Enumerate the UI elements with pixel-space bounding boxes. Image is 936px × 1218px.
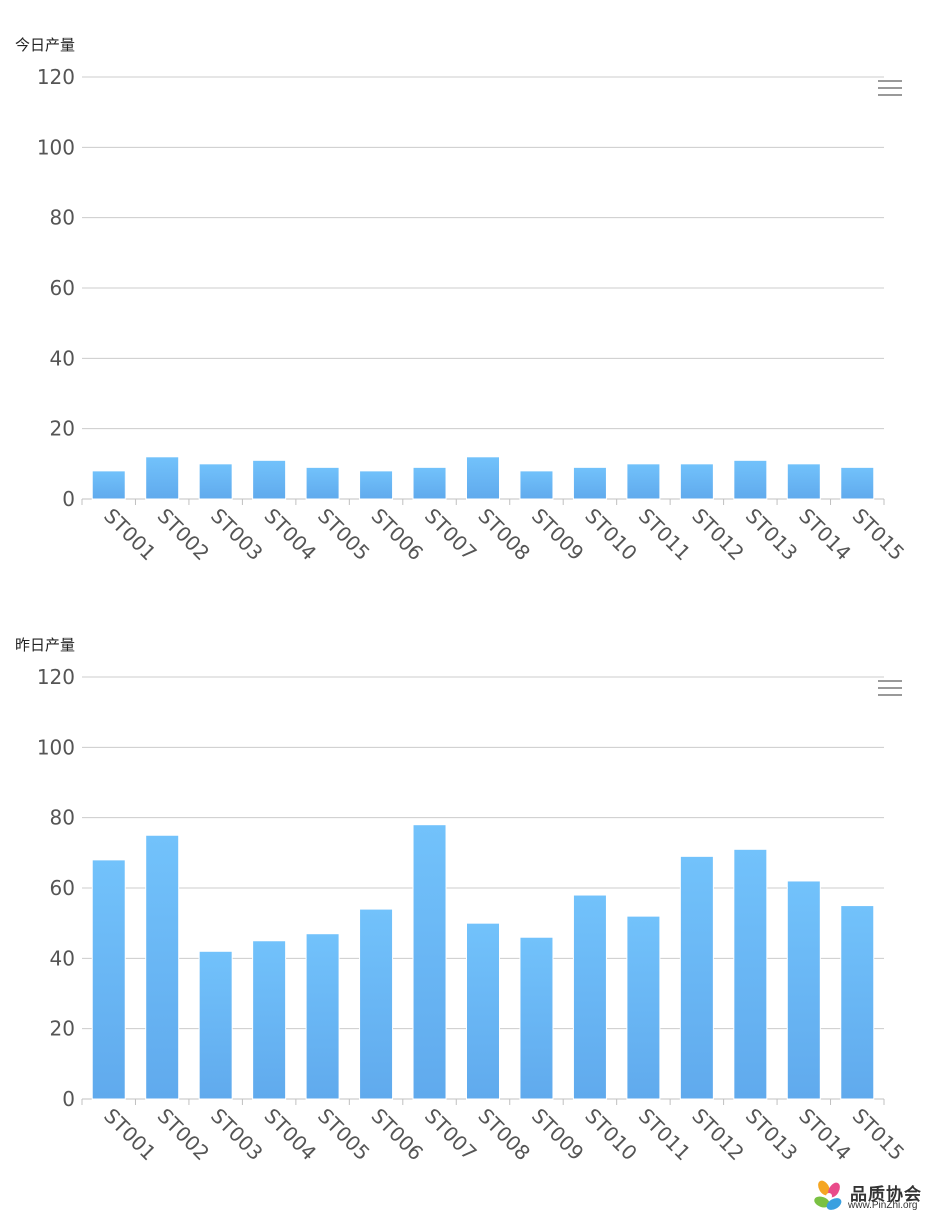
y-tick-label: 0: [62, 1087, 75, 1111]
bar-st015[interactable]: [840, 905, 875, 1100]
x-tick-label: ST004: [260, 1104, 322, 1166]
bar-st001[interactable]: [91, 470, 126, 500]
x-tick-label: ST010: [580, 504, 642, 566]
bar-st014[interactable]: [786, 463, 821, 500]
x-tick-label: ST005: [313, 504, 375, 566]
x-tick-label: ST008: [473, 504, 535, 566]
bar-st004[interactable]: [252, 940, 287, 1100]
bar-st006[interactable]: [359, 470, 394, 500]
bar-st003[interactable]: [198, 950, 233, 1100]
watermark-logo: 品质协会 www.PinZhi.org: [812, 1178, 932, 1214]
chart-today-output: 今日产量 0 20 40 60 80 100 120 ST001 ST002 ST003 ST004…: [0, 0, 936, 600]
menu-icon[interactable]: [878, 680, 902, 700]
x-tick-label: ST013: [741, 504, 803, 566]
menu-icon[interactable]: [878, 80, 902, 100]
bar-st010[interactable]: [572, 466, 607, 500]
logo-icon: [814, 1180, 842, 1210]
chart-plot: 0 20 40 60 80 100 120 ST001ST002ST003ST004ST005…: [37, 65, 910, 566]
x-tick-label: ST009: [527, 504, 589, 566]
bar-st013[interactable]: [733, 459, 768, 500]
x-tick-label: ST002: [153, 504, 215, 566]
x-tick-label: ST003: [206, 1104, 268, 1166]
y-tick-label: 40: [50, 946, 75, 970]
x-tick-label: ST003: [206, 504, 268, 566]
x-tick-label: ST005: [313, 1104, 375, 1166]
chart-yesterday-output: 昨日产量 0 20 40 60 80 100 120 ST001 ST002 ST003 ST004…: [0, 600, 936, 1200]
x-tick-label: ST004: [260, 504, 322, 566]
y-tick-label: 60: [50, 876, 75, 900]
bar-st008[interactable]: [466, 922, 500, 1100]
bar-st007[interactable]: [412, 466, 447, 500]
x-tick-label: ST010: [580, 1104, 642, 1166]
bar-st013[interactable]: [733, 848, 768, 1100]
bar-st005[interactable]: [305, 933, 340, 1100]
y-tick-label: 20: [50, 1017, 75, 1041]
bar-st009[interactable]: [519, 936, 554, 1100]
watermark-url: www.PinZhi.org: [848, 1200, 918, 1211]
bar-st008[interactable]: [466, 456, 500, 500]
y-tick-label: 40: [50, 346, 75, 370]
bar-st006[interactable]: [359, 908, 394, 1100]
x-tick-label: ST008: [473, 1104, 535, 1166]
bar-st011[interactable]: [626, 915, 661, 1100]
y-tick-label: 20: [50, 417, 75, 441]
y-tick-label: 80: [50, 206, 75, 230]
y-tick-label: 120: [37, 65, 75, 89]
bar-st002[interactable]: [145, 834, 180, 1100]
x-tick-label: ST011: [634, 1104, 696, 1166]
x-tick-label: ST006: [367, 1104, 429, 1166]
bar-st003[interactable]: [198, 463, 233, 500]
bar-st007[interactable]: [412, 824, 447, 1100]
y-tick-label: 100: [37, 735, 75, 759]
x-tick-label: ST002: [153, 1104, 215, 1166]
x-tick-label: ST013: [741, 1104, 803, 1166]
bar-st004[interactable]: [252, 459, 287, 500]
bar-st005[interactable]: [305, 466, 340, 500]
x-tick-label: ST015: [848, 504, 910, 566]
chart-plot: 0 20 40 60 80 100 120 ST001ST002ST003ST004ST005…: [37, 665, 910, 1166]
bar-st015[interactable]: [840, 466, 875, 500]
y-tick-label: 100: [37, 135, 75, 159]
bar-st011[interactable]: [626, 463, 661, 500]
x-tick-label: ST012: [687, 504, 749, 566]
x-tick-label: ST011: [634, 504, 696, 566]
bar-st012[interactable]: [679, 855, 714, 1100]
chart-title: 昨日产量: [15, 636, 76, 654]
y-tick-label: 80: [50, 806, 75, 830]
x-tick-label: ST007: [420, 1104, 482, 1166]
x-tick-label: ST001: [99, 1104, 161, 1166]
bar-st009[interactable]: [519, 470, 554, 500]
bar-st010[interactable]: [572, 894, 607, 1100]
x-tick-label: ST015: [848, 1104, 910, 1166]
y-tick-label: 120: [37, 665, 75, 689]
x-tick-label: ST014: [794, 1104, 856, 1166]
x-tick-label: ST001: [99, 504, 161, 566]
x-tick-label: ST014: [794, 504, 856, 566]
bar-st014[interactable]: [786, 880, 821, 1100]
chart-title: 今日产量: [15, 36, 76, 54]
watermark-name: 品质协会: [850, 1185, 922, 1205]
bar-st002[interactable]: [145, 456, 180, 500]
x-tick-label: ST007: [420, 504, 482, 566]
y-tick-label: 0: [62, 487, 75, 511]
x-tick-label: ST012: [687, 1104, 749, 1166]
x-tick-label: ST009: [527, 1104, 589, 1166]
x-tick-label: ST006: [367, 504, 429, 566]
bar-st012[interactable]: [679, 463, 714, 500]
y-tick-label: 60: [50, 276, 75, 300]
bar-st001[interactable]: [91, 859, 126, 1100]
